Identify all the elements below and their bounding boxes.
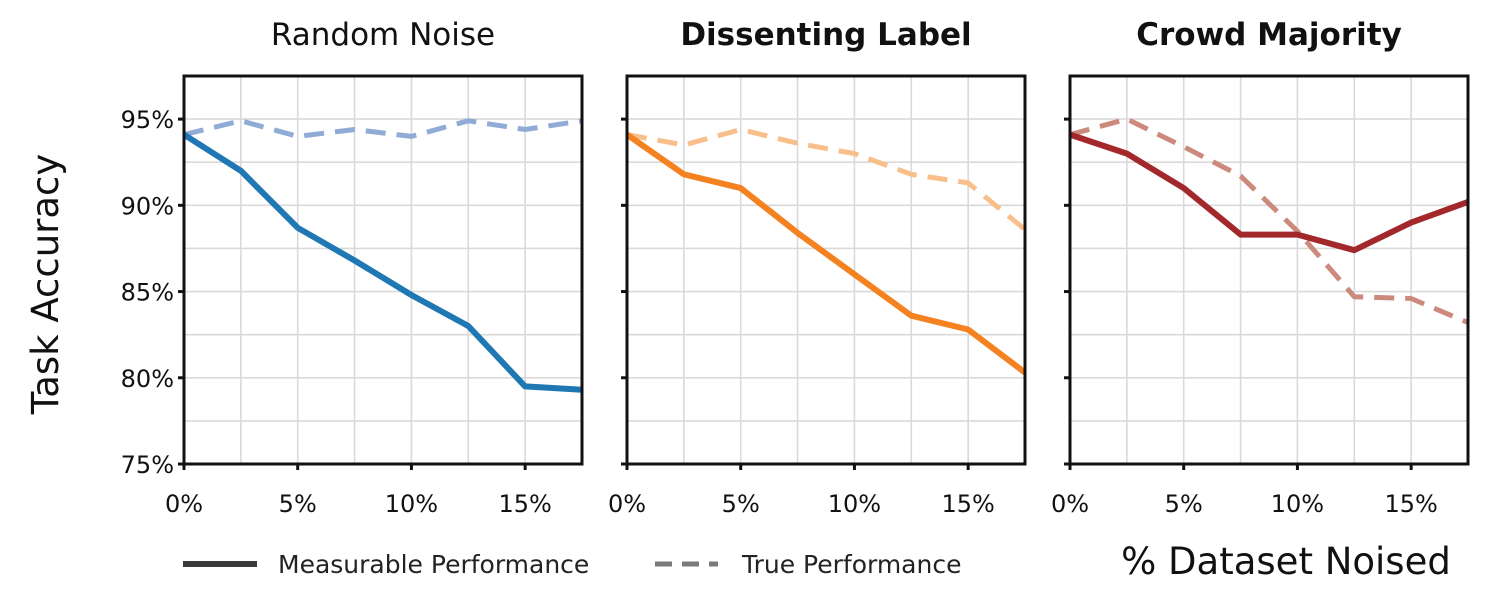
y-tick-label: 80% xyxy=(121,365,174,393)
panel-dissenting-label: 0% 5% 10% 15% Dissenting Label xyxy=(608,17,1027,518)
legend-true-label: True Performance xyxy=(741,550,961,579)
panel-crowd-majority-line-measurable-performance xyxy=(1069,131,1470,254)
y-tick-label: 90% xyxy=(121,192,174,220)
y-tick-label: 95% xyxy=(121,106,174,134)
panel-dissenting-label-title: Dissenting Label xyxy=(680,17,971,53)
panel-dissenting-label-x-tick-label: 5% xyxy=(722,490,760,518)
panel-crowd-majority-title: Crowd Majority xyxy=(1136,17,1402,53)
panel-crowd-majority-x-tick-label: 10% xyxy=(1271,490,1324,518)
panel-dissenting-label-x-tick-label: 10% xyxy=(828,490,881,518)
panel-dissenting-label-line-true-performance xyxy=(626,127,1027,232)
panel-random-noise-line-true-performance xyxy=(183,118,583,139)
panel-dissenting-label-frame xyxy=(625,74,1027,466)
panel-crowd-majority-frame xyxy=(1068,74,1470,466)
y-axis-label: Task Accuracy xyxy=(24,154,67,416)
x-axis-label: % Dataset Noised xyxy=(1121,540,1451,583)
panel-random-noise-line-measurable-performance xyxy=(182,132,583,393)
panel-crowd-majority-line-true-performance xyxy=(1069,116,1469,325)
panel-random-noise-title: Random Noise xyxy=(271,17,495,53)
panel-dissenting-label-x-tick-label: 0% xyxy=(608,490,646,518)
panel-crowd-majority: 0% 5% 10% 15% Crowd Majority xyxy=(1051,17,1470,518)
y-tick-label: 75% xyxy=(121,451,174,479)
y-tick-label: 85% xyxy=(121,279,174,307)
panel-random-noise-x-tick-label: 0% xyxy=(165,490,203,518)
legend: Measurable Performance True Performance xyxy=(183,550,961,579)
panel-dissenting-label-x-tick-label: 15% xyxy=(941,490,994,518)
panel-random-noise-x-tick-label: 15% xyxy=(498,490,551,518)
panel-crowd-majority-x-tick-label: 5% xyxy=(1165,490,1203,518)
panel-random-noise-x-tick-label: 5% xyxy=(279,490,317,518)
panel-dissenting-label-line-measurable-performance xyxy=(625,132,1027,375)
panel-crowd-majority-x-tick-label: 0% xyxy=(1051,490,1089,518)
panel-random-noise-x-tick-label: 10% xyxy=(385,490,438,518)
panel-random-noise: 75% 80% 85% 90% 95% 0% 5% 10% 15% Random Noise xyxy=(121,17,584,518)
panel-crowd-majority-x-tick-label: 15% xyxy=(1384,490,1437,518)
panel-random-noise-frame xyxy=(182,74,584,466)
legend-measurable-label: Measurable Performance xyxy=(278,550,589,579)
